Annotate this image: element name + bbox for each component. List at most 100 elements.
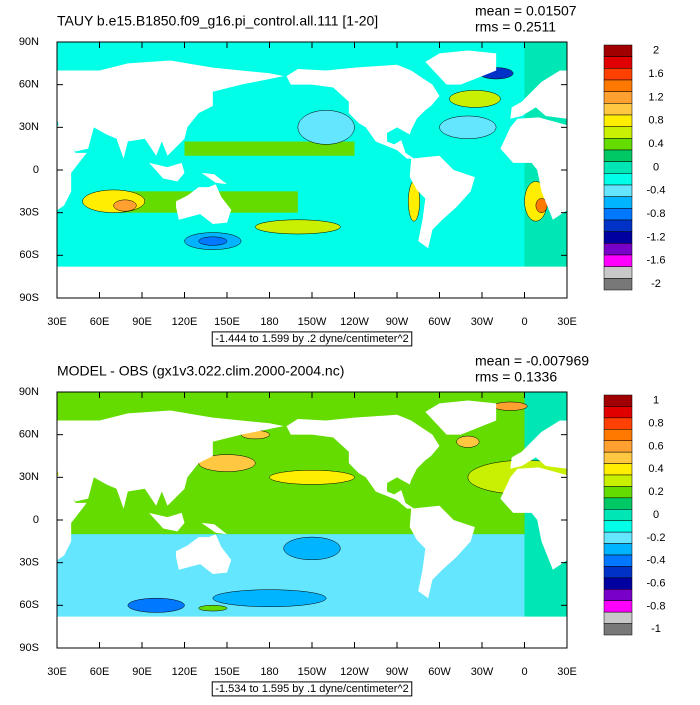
colorbar-box [604, 68, 632, 80]
field-anomaly [284, 537, 341, 560]
colorbar-label: -2 [651, 278, 661, 290]
colorbar-box [604, 555, 632, 566]
lon-label: 90W [386, 316, 409, 328]
land-mask [659, 513, 694, 531]
field-anomaly [0, 402, 17, 411]
lon-label: 30E [47, 316, 67, 328]
field-anomaly [83, 190, 145, 213]
lon-label: 60W [428, 316, 451, 328]
field-anomaly [199, 237, 227, 246]
map-area [0, 0, 700, 298]
field-anomaly [449, 90, 500, 107]
lat-label: 90N [19, 386, 39, 398]
lon-label: 30E [47, 666, 67, 678]
colorbar-label: 0 [653, 509, 659, 521]
colorbar-box [604, 395, 632, 406]
colorbar-label: -0.2 [647, 532, 666, 544]
lat-label: 30S [19, 207, 39, 219]
colorbar-box [604, 220, 632, 232]
colorbar-box [604, 509, 632, 520]
colorbar-box [604, 115, 632, 127]
lon-label: 90E [132, 666, 152, 678]
land-mask [686, 534, 700, 574]
colorbar-box [604, 475, 632, 486]
lon-label: 120W [340, 666, 369, 678]
lon-label: 90E [132, 316, 152, 328]
colorbar-label: 0 [653, 161, 659, 173]
colorbar-box [604, 127, 632, 139]
lat-label: 0 [33, 164, 39, 176]
rms-stat: rms = 0.1336 [475, 369, 557, 385]
map-area [0, 392, 700, 648]
colorbar-label: 1.2 [648, 91, 663, 103]
colorbar-box [604, 532, 632, 543]
lat-label: 30S [19, 557, 39, 569]
land-mask [686, 184, 700, 224]
colorbar-box [604, 521, 632, 532]
lon-label: 30W [471, 666, 494, 678]
land-mask [270, 617, 700, 648]
colorbar-box [604, 103, 632, 115]
lat-label: 60N [19, 79, 39, 91]
colorbar-box [604, 138, 632, 150]
colorbar-label: 0.2 [648, 486, 663, 498]
lon-label: 150W [298, 316, 327, 328]
colorbar-label: -0.8 [647, 600, 666, 612]
panel-title: MODEL - OBS (gx1v3.022.clim.2000-2004.nc… [57, 363, 344, 379]
lat-label: 30N [19, 471, 39, 483]
colorbar-box [604, 464, 632, 475]
panel-title: TAUY b.e15.B1850.f09_g16.pi_control.all.… [57, 13, 378, 29]
lat-label: 90S [19, 292, 39, 304]
lon-label: 30E [557, 666, 577, 678]
colorbar-box [604, 45, 632, 57]
lat-label: 30N [19, 121, 39, 133]
field-anomaly [440, 116, 497, 139]
lon-label: 90W [386, 666, 409, 678]
colorbar-label: -0.4 [647, 185, 666, 197]
field-anomaly [270, 470, 355, 484]
colorbar-box [604, 601, 632, 612]
caption: -1.534 to 1.595 by .1 dyne/centimeter^2 [215, 683, 409, 695]
lon-label: 60E [90, 316, 110, 328]
colorbar-box [604, 243, 632, 255]
lat-label: 90N [19, 36, 39, 48]
colorbar-box [604, 624, 632, 635]
lat-label: 60N [19, 429, 39, 441]
lat-label: 60S [19, 599, 39, 611]
lat-label: 0 [33, 514, 39, 526]
colorbar-box [604, 92, 632, 104]
colorbar-box [604, 429, 632, 440]
colorbar-box [604, 278, 632, 290]
map-panel: MODEL - OBS (gx1v3.022.clim.2000-2004.nc… [0, 353, 700, 696]
field-anomaly [128, 598, 185, 612]
colorbar-box [604, 612, 632, 623]
colorbar-label: 0.6 [648, 440, 663, 452]
colorbar-box [604, 57, 632, 69]
caption: -1.444 to 1.599 by .2 dyne/centimeter^2 [215, 333, 409, 345]
colorbar-box [604, 173, 632, 185]
map-panel: TAUY b.e15.B1850.f09_g16.pi_control.all.… [0, 0, 700, 346]
lon-label: 30E [557, 316, 577, 328]
lat-label: 60S [19, 249, 39, 261]
colorbar-label: 0.8 [648, 115, 663, 127]
lon-label: 60W [428, 666, 451, 678]
colorbar-box [604, 578, 632, 589]
colorbar-box [604, 208, 632, 220]
colorbar-box [604, 150, 632, 162]
field-anomaly [199, 605, 227, 611]
rms-stat: rms = 0.2511 [475, 19, 556, 35]
colorbar-label: 0.8 [648, 417, 663, 429]
mean-stat: mean = -0.007969 [475, 353, 589, 369]
colorbar-label: 1 [653, 395, 659, 407]
field-anomaly [255, 220, 340, 234]
colorbar-box [604, 498, 632, 509]
lon-label: 150E [214, 666, 240, 678]
lon-label: 60E [90, 666, 110, 678]
land-mask [659, 163, 694, 181]
colorbar-box [604, 162, 632, 174]
lon-label: 120E [172, 666, 198, 678]
lon-label: 120W [340, 316, 369, 328]
colorbar-box [604, 232, 632, 244]
field-anomaly [457, 436, 480, 447]
